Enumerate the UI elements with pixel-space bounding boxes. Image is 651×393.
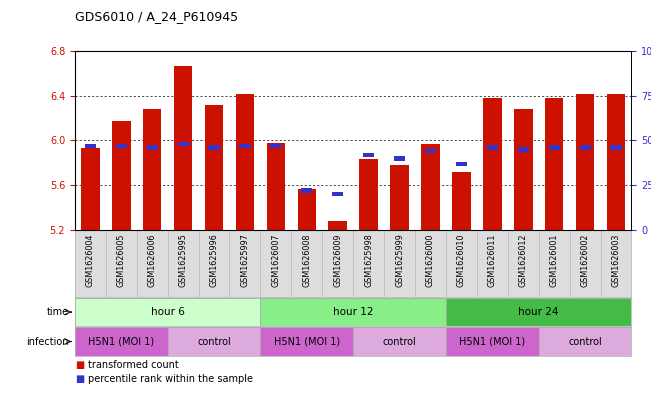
Bar [359,160,378,230]
Bar [487,145,498,150]
Bar [301,188,312,193]
Bar [332,192,343,196]
Text: GSM1626000: GSM1626000 [426,233,435,286]
Text: H5N1 (MOI 1): H5N1 (MOI 1) [459,336,525,347]
Bar [425,149,436,153]
Bar [146,145,158,150]
Bar [240,143,251,148]
Bar [168,327,260,356]
Text: GSM1625999: GSM1625999 [395,233,404,287]
Text: GSM1626002: GSM1626002 [581,233,590,287]
Bar [267,143,285,230]
Text: GSM1626011: GSM1626011 [488,233,497,286]
Bar [81,148,100,230]
Bar [607,94,625,230]
Text: GSM1626009: GSM1626009 [333,233,342,287]
Bar [75,298,260,326]
Text: GSM1626008: GSM1626008 [302,233,311,286]
Text: infection: infection [26,336,69,347]
Bar [236,94,254,230]
Bar [549,145,560,150]
Text: ■: ■ [75,360,84,370]
Bar [85,143,96,148]
Bar [483,98,501,230]
Bar [446,298,631,326]
Text: GSM1625997: GSM1625997 [240,233,249,287]
Text: GSM1625996: GSM1625996 [210,233,219,287]
Bar [452,172,471,230]
Text: GDS6010 / A_24_P610945: GDS6010 / A_24_P610945 [75,10,238,23]
Bar [208,145,219,150]
Bar [260,327,353,356]
Text: ■: ■ [75,374,84,384]
Text: GSM1625995: GSM1625995 [178,233,187,287]
Bar [394,156,405,161]
Bar [575,94,594,230]
Bar [260,298,446,326]
Bar [75,327,168,356]
Bar [363,152,374,157]
Bar [456,162,467,166]
Text: control: control [568,336,602,347]
Text: control: control [383,336,417,347]
Bar [205,105,223,230]
Text: GSM1626010: GSM1626010 [457,233,466,286]
Bar [391,165,409,230]
Text: GSM1626001: GSM1626001 [549,233,559,286]
Bar [446,327,539,356]
Bar [611,145,622,150]
Bar [539,327,631,356]
Bar [514,109,533,230]
Bar [329,221,347,230]
Bar [579,145,590,150]
Bar [298,189,316,230]
Bar [174,66,193,230]
Text: GSM1626012: GSM1626012 [519,233,528,287]
Bar [112,121,131,230]
Bar [421,144,440,230]
Text: GSM1626005: GSM1626005 [117,233,126,287]
Text: percentile rank within the sample: percentile rank within the sample [88,374,253,384]
Text: H5N1 (MOI 1): H5N1 (MOI 1) [273,336,340,347]
Text: control: control [197,336,231,347]
Text: GSM1625998: GSM1625998 [364,233,373,287]
Text: transformed count: transformed count [88,360,178,370]
Text: GSM1626004: GSM1626004 [86,233,95,286]
Bar [143,109,161,230]
Text: hour 24: hour 24 [518,307,559,317]
Bar [518,147,529,152]
Bar [353,327,446,356]
Text: GSM1626006: GSM1626006 [148,233,157,286]
Text: hour 6: hour 6 [150,307,185,317]
Text: time: time [47,307,69,317]
Text: H5N1 (MOI 1): H5N1 (MOI 1) [88,336,154,347]
Bar [178,142,189,146]
Text: GSM1626003: GSM1626003 [611,233,620,286]
Text: GSM1626007: GSM1626007 [271,233,281,287]
Text: hour 12: hour 12 [333,307,374,317]
Bar [116,143,127,148]
Bar [270,143,281,148]
Bar [545,98,563,230]
